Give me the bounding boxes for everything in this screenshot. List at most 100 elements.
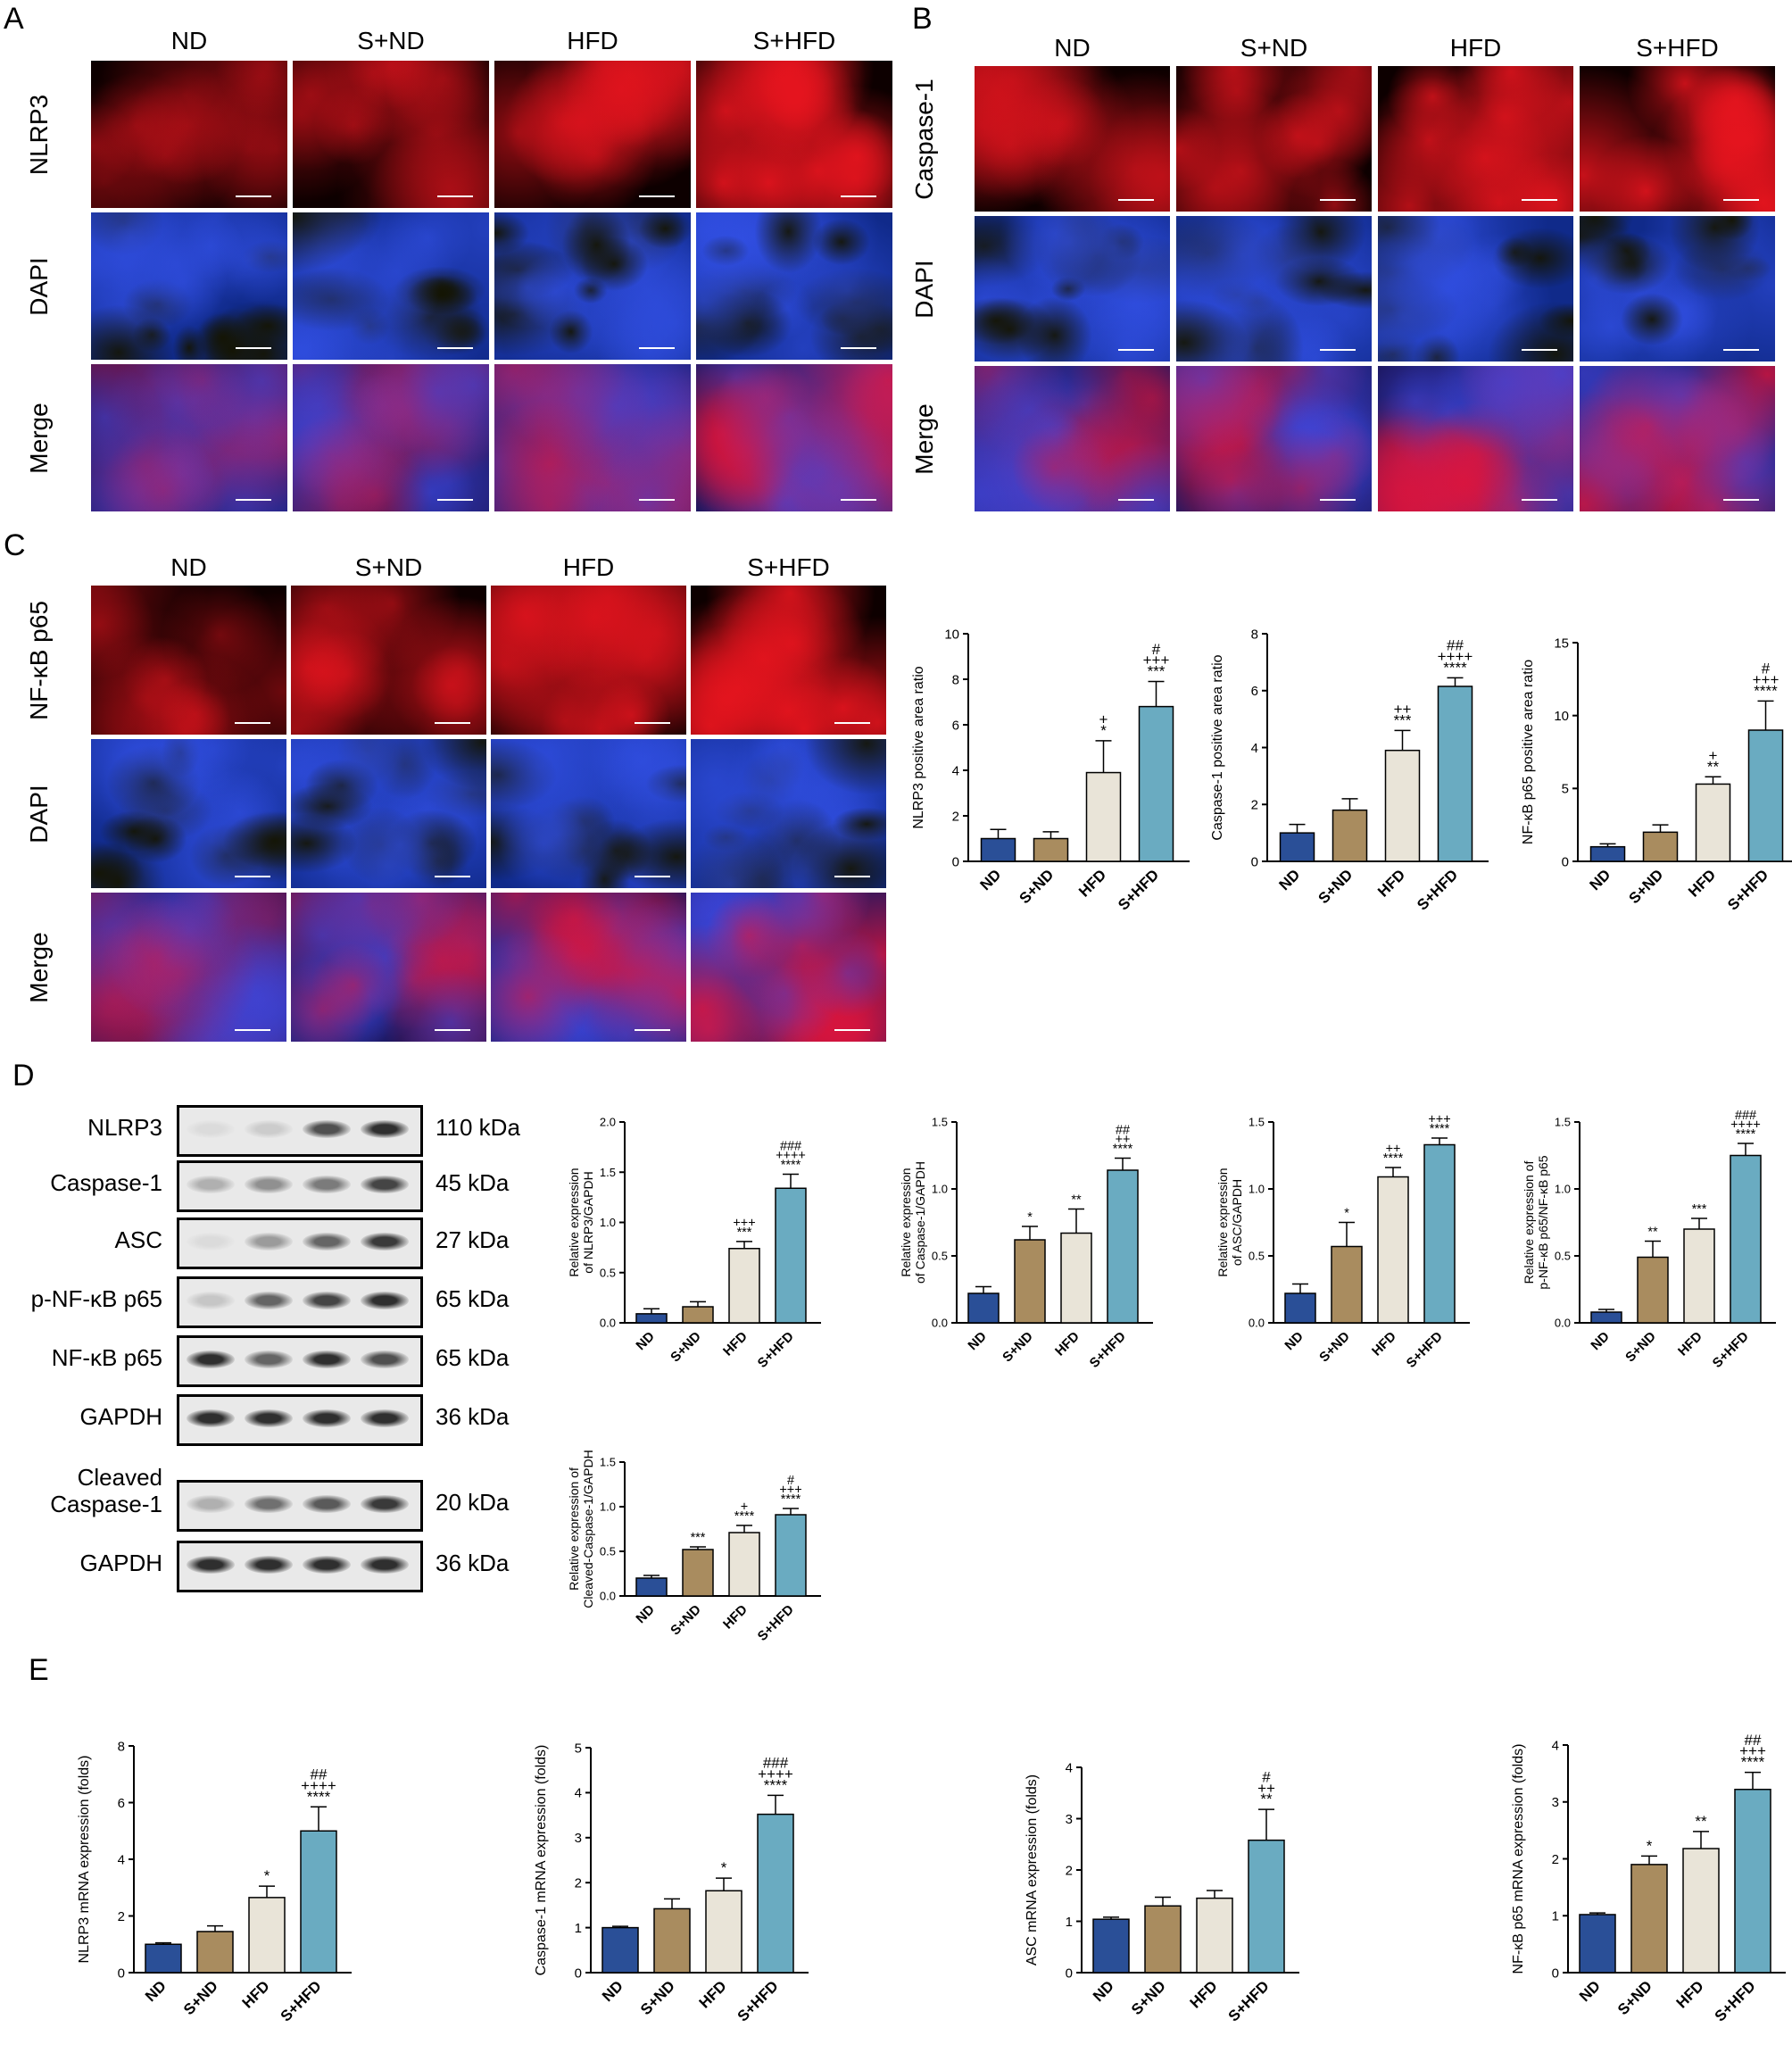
row-label-nf-b-p65: NF-κB p65 [25, 600, 53, 720]
scale-bar [1118, 499, 1154, 501]
blot-kda: 36 kDa [436, 1550, 510, 1576]
scale-bar [435, 1029, 470, 1031]
significance-marker: ++++ [1438, 648, 1473, 665]
x-tick-label: HFD [1369, 1329, 1399, 1359]
y-tick-label: 1 [575, 1921, 582, 1936]
bar-hfd [728, 1532, 760, 1597]
scale-bar [1522, 499, 1557, 501]
significance-marker: *** [691, 1531, 706, 1545]
scale-bar [1320, 349, 1356, 351]
y-axis-label: NLRP3 mRNA expression (folds) [77, 1756, 92, 1964]
y-axis-label: p-NF-κB p65/NF-κB p65 [1536, 1155, 1550, 1289]
bar-s-nd [1033, 837, 1069, 862]
y-tick-label: 1.5 [1555, 1116, 1571, 1129]
blot-kda: 36 kDa [436, 1403, 510, 1430]
scale-bar [1723, 499, 1759, 501]
x-tick-label: S+ND [668, 1602, 704, 1639]
micrograph-dapi-s-hfd [696, 212, 892, 360]
bar-nd [635, 1313, 668, 1324]
x-tick-label: S+ND [1128, 1977, 1169, 2018]
bar-s-hfd [1730, 1154, 1762, 1324]
bar-s-hfd [300, 1830, 337, 1974]
scale-bar [235, 876, 270, 877]
blot-band [187, 1120, 235, 1138]
scale-bar [236, 195, 271, 197]
significance-marker: **** [1443, 659, 1467, 676]
x-tick-label: ND [142, 1977, 170, 2005]
scale-bar [635, 1029, 670, 1031]
scale-bar [437, 195, 473, 197]
x-tick-label: ND [599, 1977, 626, 2005]
blot-label: GAPDH [79, 1403, 162, 1430]
y-axis-label: of NLRP3/GAPDH [581, 1171, 595, 1273]
significance-marker: ### [763, 1755, 789, 1772]
scale-bar [841, 499, 876, 501]
blot-band [187, 1292, 235, 1309]
blot-strip [177, 1217, 423, 1269]
y-tick-label: 5 [1562, 782, 1569, 797]
y-tick-label: 0 [118, 1965, 125, 1981]
significance-marker: **** [1383, 1151, 1404, 1166]
x-tick-label: ND [1276, 866, 1304, 893]
significance-marker: +++ [1753, 671, 1780, 688]
micrograph-merge-nd [91, 893, 286, 1042]
scale-bar [1522, 199, 1557, 201]
significance-marker: **** [307, 1788, 331, 1805]
scale-bar [635, 876, 670, 877]
scale-bar [1118, 199, 1154, 201]
bar-s-hfd [1138, 705, 1174, 862]
significance-marker: ** [1707, 758, 1720, 775]
y-tick-label: 15 [1554, 636, 1569, 651]
y-axis-label: NLRP3 positive area ratio [911, 666, 926, 828]
blot-band [361, 1495, 409, 1513]
significance-marker: ++ [1394, 701, 1412, 718]
y-tick-label: 1.5 [600, 1456, 616, 1469]
significance-marker: +++ [1143, 652, 1170, 669]
y-tick-label: 1.0 [1249, 1183, 1265, 1196]
blot-kda: 20 kDa [436, 1489, 510, 1516]
bar-s-hfd [1423, 1143, 1456, 1324]
blot-strip [177, 1160, 423, 1212]
bar-s-hfd [757, 1813, 794, 1974]
significance-marker: # [1762, 661, 1771, 677]
bar-s-nd [653, 1907, 691, 1974]
scale-bar [1522, 349, 1557, 351]
significance-marker: **** [781, 1159, 801, 1173]
significance-marker: # [787, 1474, 794, 1488]
scale-bar [639, 347, 675, 349]
bar-hfd [1085, 771, 1122, 862]
bar-nd [967, 1292, 1000, 1324]
x-tick-label: S+HFD [1712, 1977, 1759, 2024]
bar-s-hfd [1747, 729, 1784, 862]
significance-marker: +++ [1739, 1742, 1766, 1759]
y-tick-label: 0 [952, 854, 959, 869]
significance-marker: ** [1260, 1791, 1273, 1808]
blot-label: GAPDH [79, 1550, 162, 1576]
micrograph-dapi-hfd [494, 212, 691, 360]
x-tick-label: S+ND [1316, 1329, 1353, 1366]
column-header-s-hfd: S+HFD [1636, 34, 1719, 62]
significance-marker: **** [734, 1509, 755, 1524]
row-label-dapi: DAPI [25, 784, 53, 844]
blot-band [361, 1556, 409, 1574]
blot-label: Caspase-1 [50, 1169, 162, 1196]
scale-bar [435, 722, 470, 724]
significance-marker: ++++ [1730, 1118, 1761, 1132]
micrograph-dapi-s-hfd [691, 739, 886, 888]
bar-nd [1589, 845, 1626, 862]
y-tick-label: 8 [118, 1739, 125, 1754]
x-tick-label: S+ND [1625, 866, 1666, 907]
y-axis-label: of Caspase-1/GAPDH [913, 1161, 927, 1284]
y-tick-label: 3 [575, 1831, 582, 1846]
y-tick-label: 4 [1552, 1738, 1559, 1753]
x-tick-label: ND [1090, 1977, 1117, 2005]
blot-band [187, 1350, 235, 1368]
blot-band [303, 1292, 351, 1309]
y-tick-label: 0 [1552, 1965, 1559, 1981]
y-tick-label: 8 [952, 672, 959, 687]
column-header-hfd: HFD [562, 553, 615, 581]
bar-hfd [248, 1897, 286, 1974]
scale-bar [1723, 349, 1759, 351]
scale-bar [834, 876, 870, 877]
micrograph-merge-nd [91, 364, 287, 511]
